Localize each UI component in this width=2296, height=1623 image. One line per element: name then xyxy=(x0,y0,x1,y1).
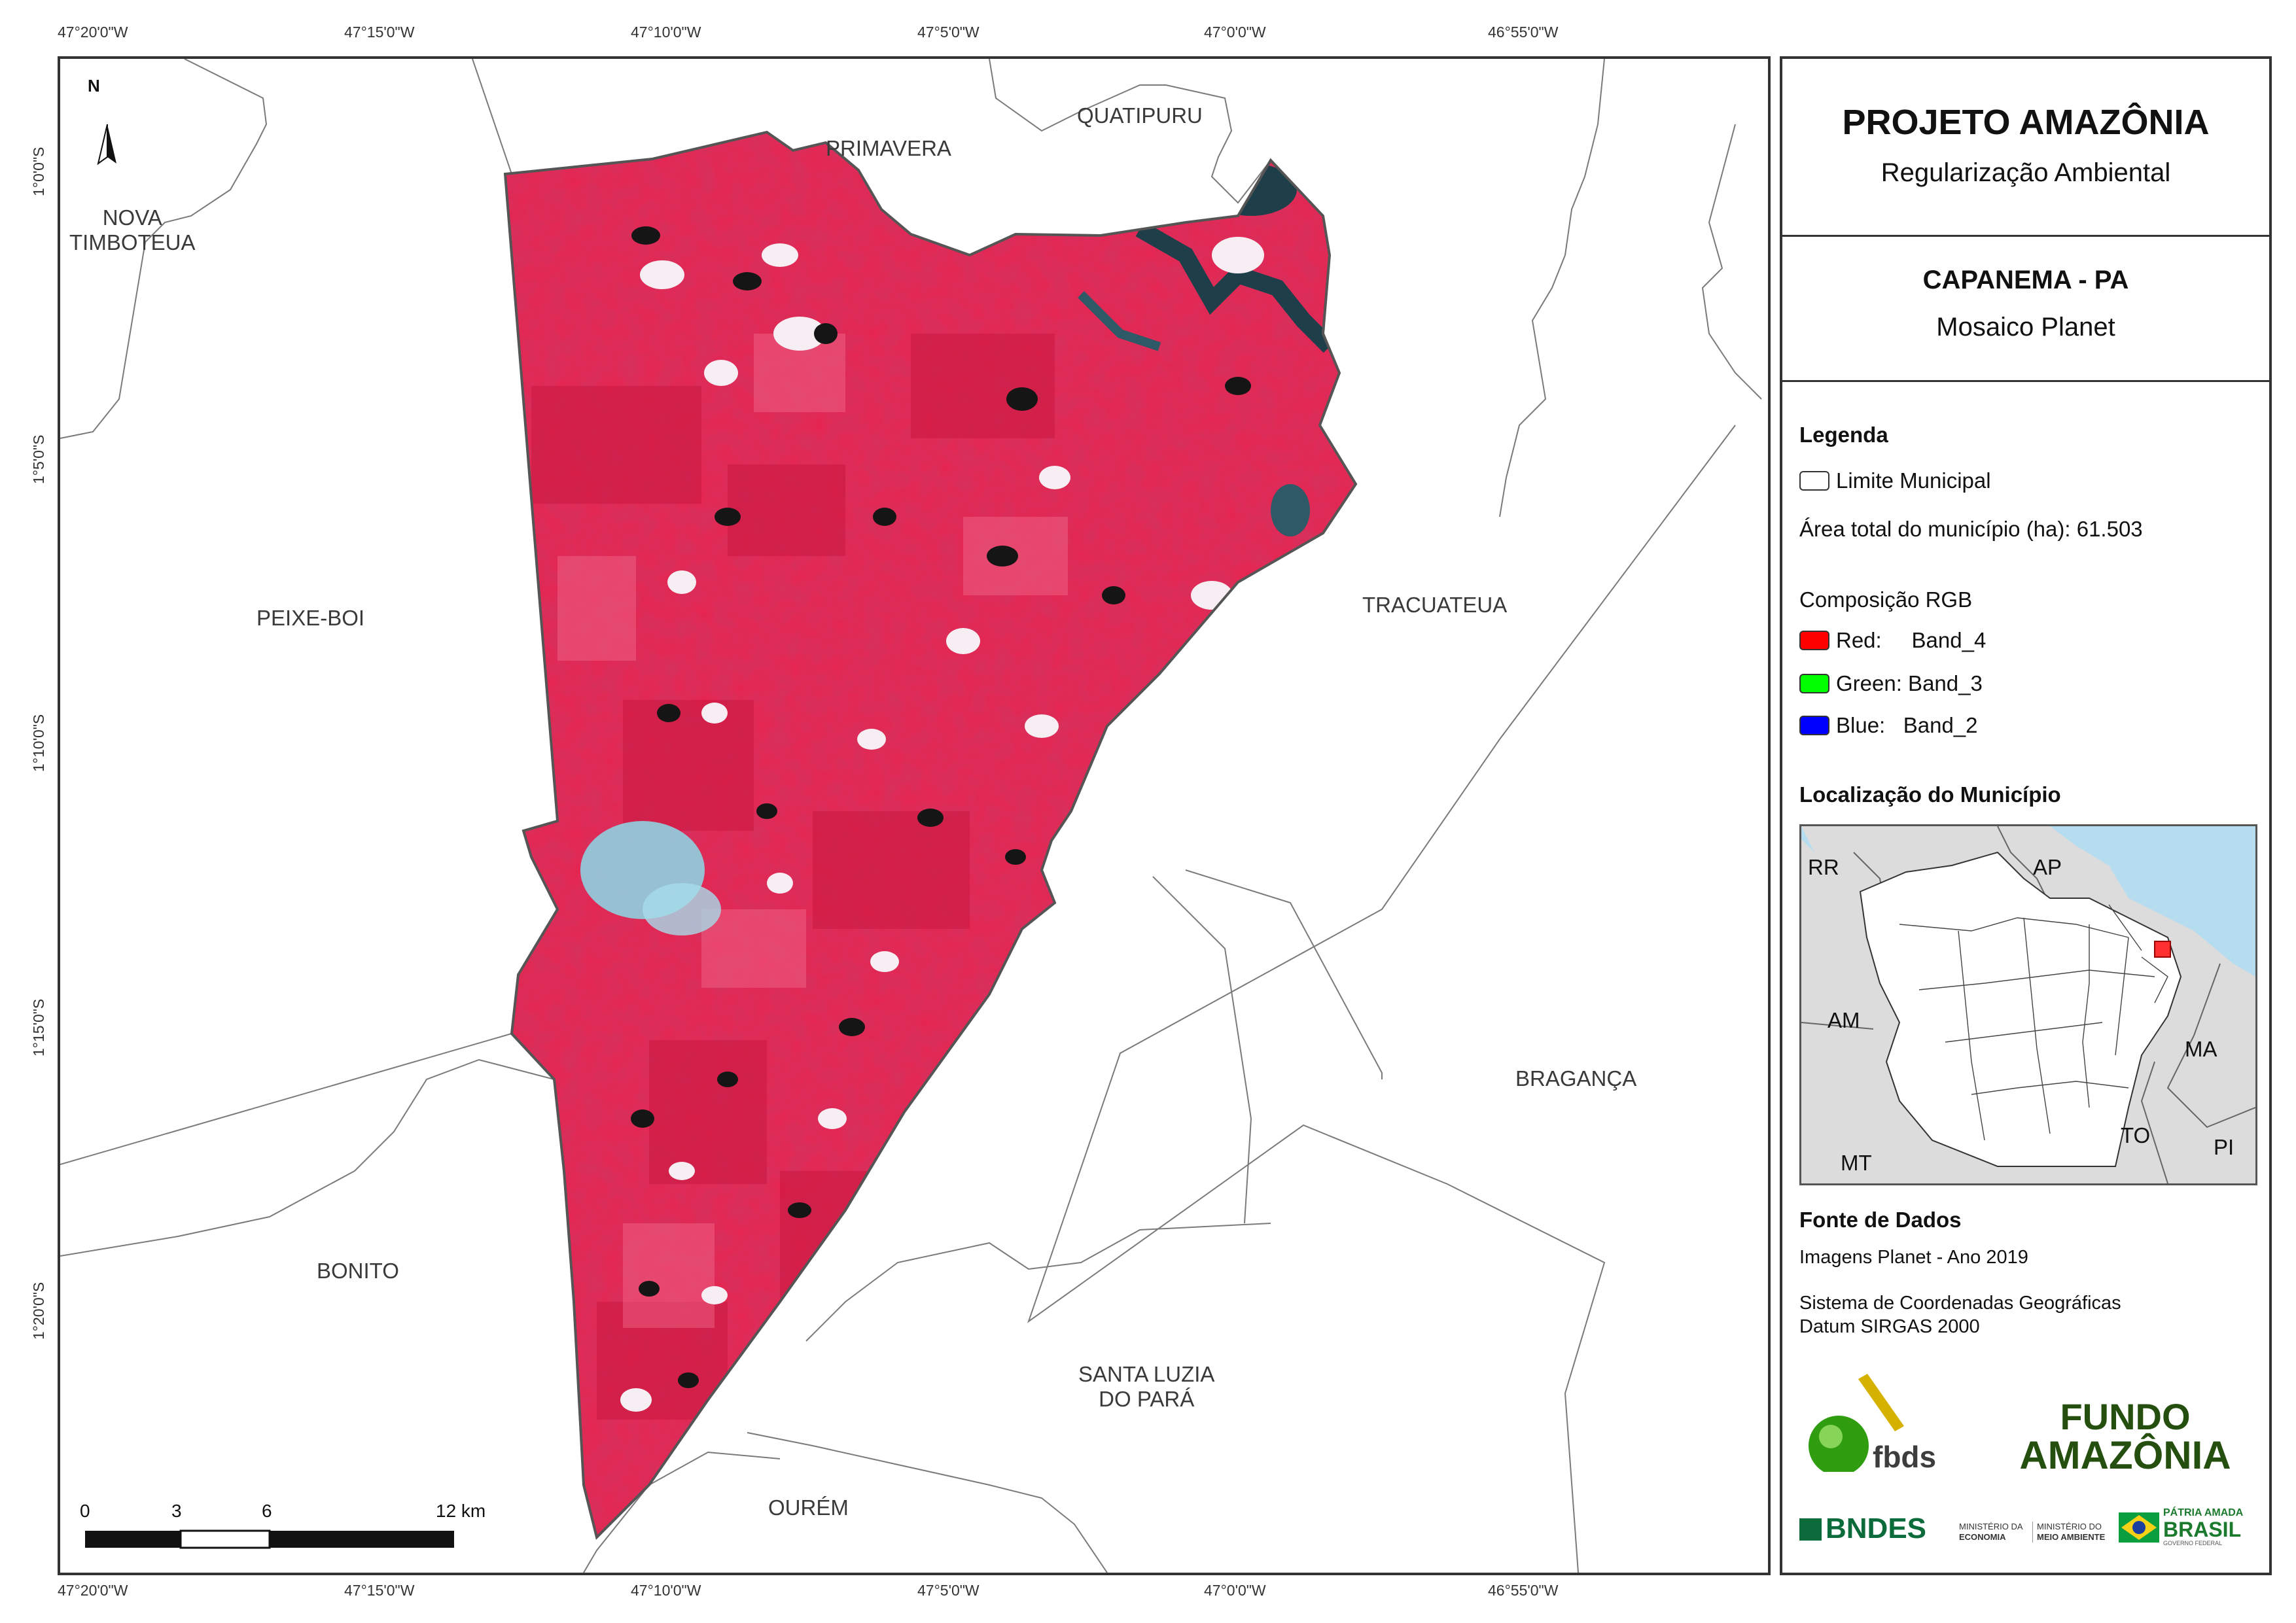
scale-label-12km: 12 km xyxy=(436,1501,486,1521)
location-heading: Localização do Município xyxy=(1799,782,2061,807)
north-label: N xyxy=(88,76,100,96)
lon-tick-top: 46°55'0"W xyxy=(1488,24,1559,41)
lat-tick: 1°20'0"S xyxy=(30,1282,47,1340)
patria-amada-brasil-logo: PÁTRIA AMADA BRASIL GOVERNO FEDERAL xyxy=(2119,1507,2260,1548)
map-canvas xyxy=(60,59,1762,1573)
ocean-inset xyxy=(1801,826,2255,977)
green-swatch xyxy=(1799,674,1829,693)
project-subtitle: Regularização Ambiental xyxy=(1881,158,2171,187)
legend-heading: Legenda xyxy=(1799,423,1888,447)
inset-label-pi: PI xyxy=(2214,1135,2234,1159)
label-quatipuru: QUATIPURU xyxy=(1077,103,1203,128)
fundo-amazonia-logo: FUNDO AMAZÔNIA xyxy=(2019,1396,2231,1477)
blue-swatch xyxy=(1799,716,1829,735)
inset-label-mt: MT xyxy=(1841,1151,1872,1175)
lon-tick-bottom: 47°10'0"W xyxy=(631,1582,701,1599)
lat-tick: 1°10'0"S xyxy=(30,714,47,772)
inset-label-ap: AP xyxy=(2033,855,2062,879)
scale-label-3: 3 xyxy=(171,1501,182,1521)
area-label: Área total do município (ha): 61.503 xyxy=(1799,517,2143,541)
para-municipality-lines xyxy=(1899,904,2168,1141)
lon-tick-bottom: 47°0'0"W xyxy=(1204,1582,1266,1599)
north-arrow-icon xyxy=(97,124,116,166)
municipal-boundaries xyxy=(60,59,1762,1573)
label-bonito: BONITO xyxy=(317,1259,399,1283)
limit-swatch xyxy=(1799,471,1829,491)
label-braganca: BRAGANÇA xyxy=(1515,1066,1637,1091)
label-peixe-boi: PEIXE-BOI xyxy=(256,606,365,630)
ministerio-economia-logo: MINISTÉRIO DA ECONOMIA xyxy=(1959,1522,2023,1542)
municipality-name: CAPANEMA - PA xyxy=(1922,266,2129,294)
band-blue-label: Blue: Band_2 xyxy=(1836,713,1978,737)
project-title: PROJETO AMAZÔNIA xyxy=(1842,103,2210,142)
label-primavera: PRIMAVERA xyxy=(826,136,951,160)
product-name: Mosaico Planet xyxy=(1936,313,2115,341)
lat-tick: 1°0'0"S xyxy=(30,147,47,196)
lat-tick: 1°5'0"S xyxy=(30,434,47,484)
red-swatch xyxy=(1799,631,1829,650)
capanema-boundary xyxy=(503,130,1358,1540)
lon-tick-top: 47°5'0"W xyxy=(917,24,980,41)
label-nova-timboteua: NOVA TIMBOTEUA xyxy=(69,205,196,254)
location-inset-map[interactable]: RR AP AM MA TO MT PI xyxy=(1799,824,2257,1185)
fbds-logo: fbds xyxy=(1799,1374,1969,1474)
capanema-location-marker xyxy=(2154,941,2171,958)
inset-label-to: TO xyxy=(2121,1123,2151,1147)
label-ourem: OURÉM xyxy=(768,1495,849,1520)
scale-bar xyxy=(85,1529,454,1549)
scale-label-0: 0 xyxy=(80,1501,90,1521)
rgb-heading: Composição RGB xyxy=(1799,587,1973,612)
bndes-logo: BNDES xyxy=(1799,1512,1926,1545)
source-datum: Datum SIRGAS 2000 xyxy=(1799,1316,1980,1337)
inset-label-rr: RR xyxy=(1808,855,1839,879)
lon-tick-top: 47°20'0"W xyxy=(58,24,128,41)
lon-tick-top: 47°0'0"W xyxy=(1204,24,1266,41)
capanema-imagery xyxy=(505,132,1356,1537)
inset-label-ma: MA xyxy=(2185,1037,2217,1061)
source-crs: Sistema de Coordenadas Geográficas xyxy=(1799,1293,2121,1314)
scale-label-6: 6 xyxy=(262,1501,272,1521)
lon-tick-bottom: 47°5'0"W xyxy=(917,1582,980,1599)
label-santa-luzia-do-para: SANTA LUZIA DO PARÁ xyxy=(1078,1362,1215,1411)
limit-label: Limite Municipal xyxy=(1836,468,1991,493)
lon-tick-bottom: 46°55'0"W xyxy=(1488,1582,1559,1599)
lat-tick: 1°15'0"S xyxy=(30,998,47,1056)
inset-canvas xyxy=(1801,826,2255,1183)
band-red-label: Red: Band_4 xyxy=(1836,628,1987,652)
sources-heading: Fonte de Dados xyxy=(1799,1208,1962,1232)
band-green-label: Green: Band_3 xyxy=(1836,671,1983,695)
lon-tick-top: 47°10'0"W xyxy=(631,24,701,41)
inset-label-am: AM xyxy=(1828,1008,1860,1032)
lon-tick-bottom: 47°20'0"W xyxy=(58,1582,128,1599)
title-block: PROJETO AMAZÔNIA Regularização Ambiental xyxy=(1782,59,2269,237)
ministerio-meio-ambiente-logo: MINISTÉRIO DO MEIO AMBIENTE xyxy=(2032,1522,2105,1543)
lon-tick-top: 47°15'0"W xyxy=(344,24,415,41)
map-frame[interactable]: N NOVA TIMBOTEUA PRIMAVERA QUATIPURU PEI… xyxy=(58,56,1771,1575)
municipality-block: CAPANEMA - PA Mosaico Planet xyxy=(1782,237,2269,382)
source-imagery: Imagens Planet - Ano 2019 xyxy=(1799,1247,2028,1268)
label-tracuateua: TRACUATEUA xyxy=(1362,593,1508,617)
lon-tick-bottom: 47°15'0"W xyxy=(344,1582,415,1599)
legend-panel: PROJETO AMAZÔNIA Regularização Ambiental… xyxy=(1780,56,2272,1575)
